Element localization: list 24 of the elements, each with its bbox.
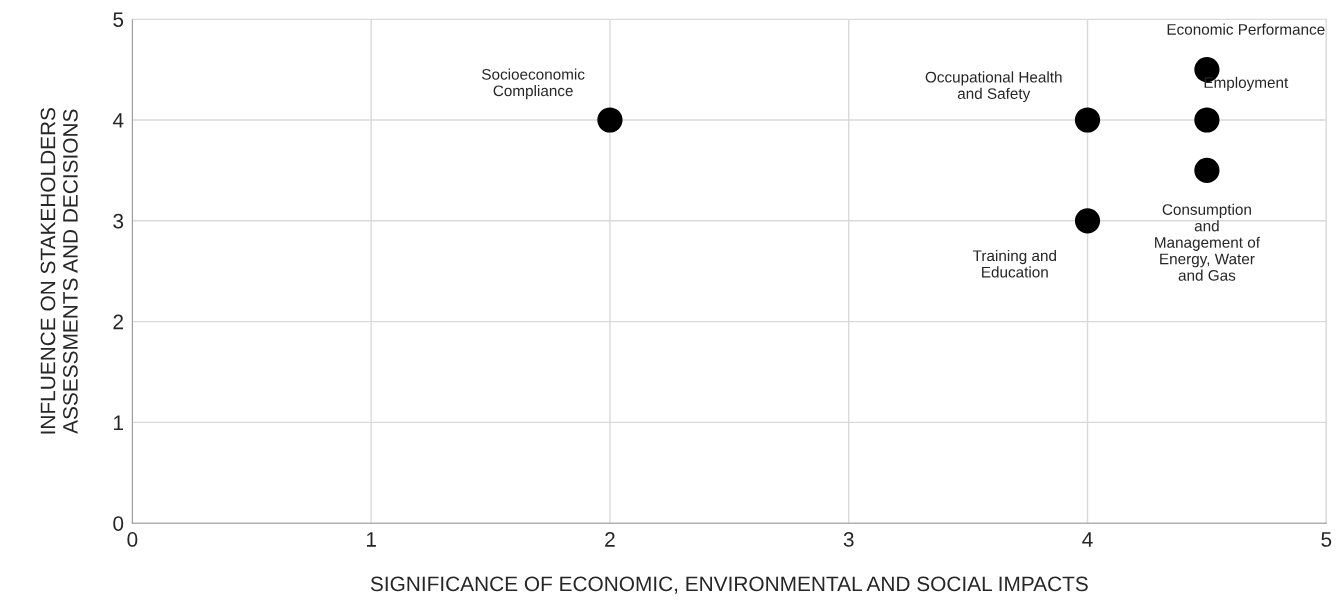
- point: [1194, 157, 1220, 184]
- annotation: Economic Performance: [1167, 23, 1325, 35]
- y-axis-title: INFLUENCE ON STAKEHOLDERS ASSESSMENTS AND DECISIONS: [40, 107, 78, 434]
- annotation: Training and Education: [972, 249, 1056, 278]
- point: [1194, 107, 1220, 133]
- x-tick-label: 3: [843, 532, 854, 547]
- y-tick-label: 2: [113, 314, 123, 330]
- x-tick-label: 5: [1321, 532, 1332, 547]
- y-tick-label: 0: [113, 516, 124, 531]
- y-tick-label: 3: [113, 213, 124, 229]
- annotation: Consumption and Management of Energy, Water and Gas: [1155, 203, 1261, 281]
- x-axis-title: SIGNIFICANCE OF ECONOMIC, ENVIRONMENTAL AND SOCIAL IMPACTS: [370, 576, 1088, 594]
- annotation: Occupational Health and Safety: [925, 71, 1062, 103]
- x-tick-label: 2: [605, 532, 615, 547]
- x-tick-label: 0: [127, 532, 138, 547]
- point: [1074, 208, 1101, 234]
- point: [1074, 107, 1101, 133]
- x-tick-label: 4: [1082, 532, 1093, 547]
- y-tick-label: 1: [114, 415, 124, 430]
- x-tick-label: 1: [366, 532, 376, 547]
- y-tick-label: 4: [112, 113, 124, 128]
- annotation: Socioeconomic Compliance: [482, 68, 585, 100]
- point: [597, 107, 623, 133]
- y-tick-label: 5: [113, 12, 124, 27]
